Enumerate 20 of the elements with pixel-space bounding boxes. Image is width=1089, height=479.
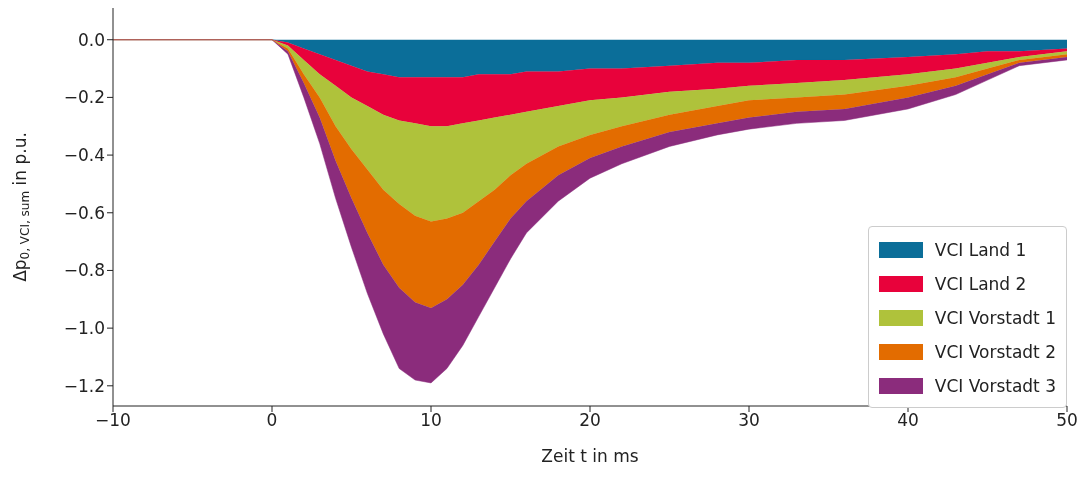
x-tick-label: 50 xyxy=(1056,410,1078,431)
x-tick-label: −10 xyxy=(95,410,131,431)
y-tick-label: −0.2 xyxy=(63,87,105,108)
y-tick-label: 0.0 xyxy=(77,29,105,50)
legend-label: VCI Vorstadt 1 xyxy=(934,308,1056,328)
y-tick-label: −1.0 xyxy=(63,318,105,339)
x-tick-label: 0 xyxy=(266,410,278,431)
y-tick-label: −0.4 xyxy=(63,145,105,166)
x-tick-label: 10 xyxy=(420,410,442,431)
x-tick-label: 20 xyxy=(579,410,601,431)
x-axis-title: Zeit t in ms xyxy=(541,446,639,466)
y-tick-label: −1.2 xyxy=(63,375,105,396)
y-tick-label: −0.6 xyxy=(63,202,105,223)
x-tick-label: 30 xyxy=(738,410,760,431)
x-tick-label: 40 xyxy=(897,410,919,431)
legend-label: VCI Land 1 xyxy=(934,240,1027,260)
legend-label: VCI Vorstadt 2 xyxy=(934,342,1056,362)
legend-label: VCI Land 2 xyxy=(934,274,1027,294)
legend-label: VCI Vorstadt 3 xyxy=(934,376,1056,396)
y-tick-label: −0.8 xyxy=(63,260,105,281)
